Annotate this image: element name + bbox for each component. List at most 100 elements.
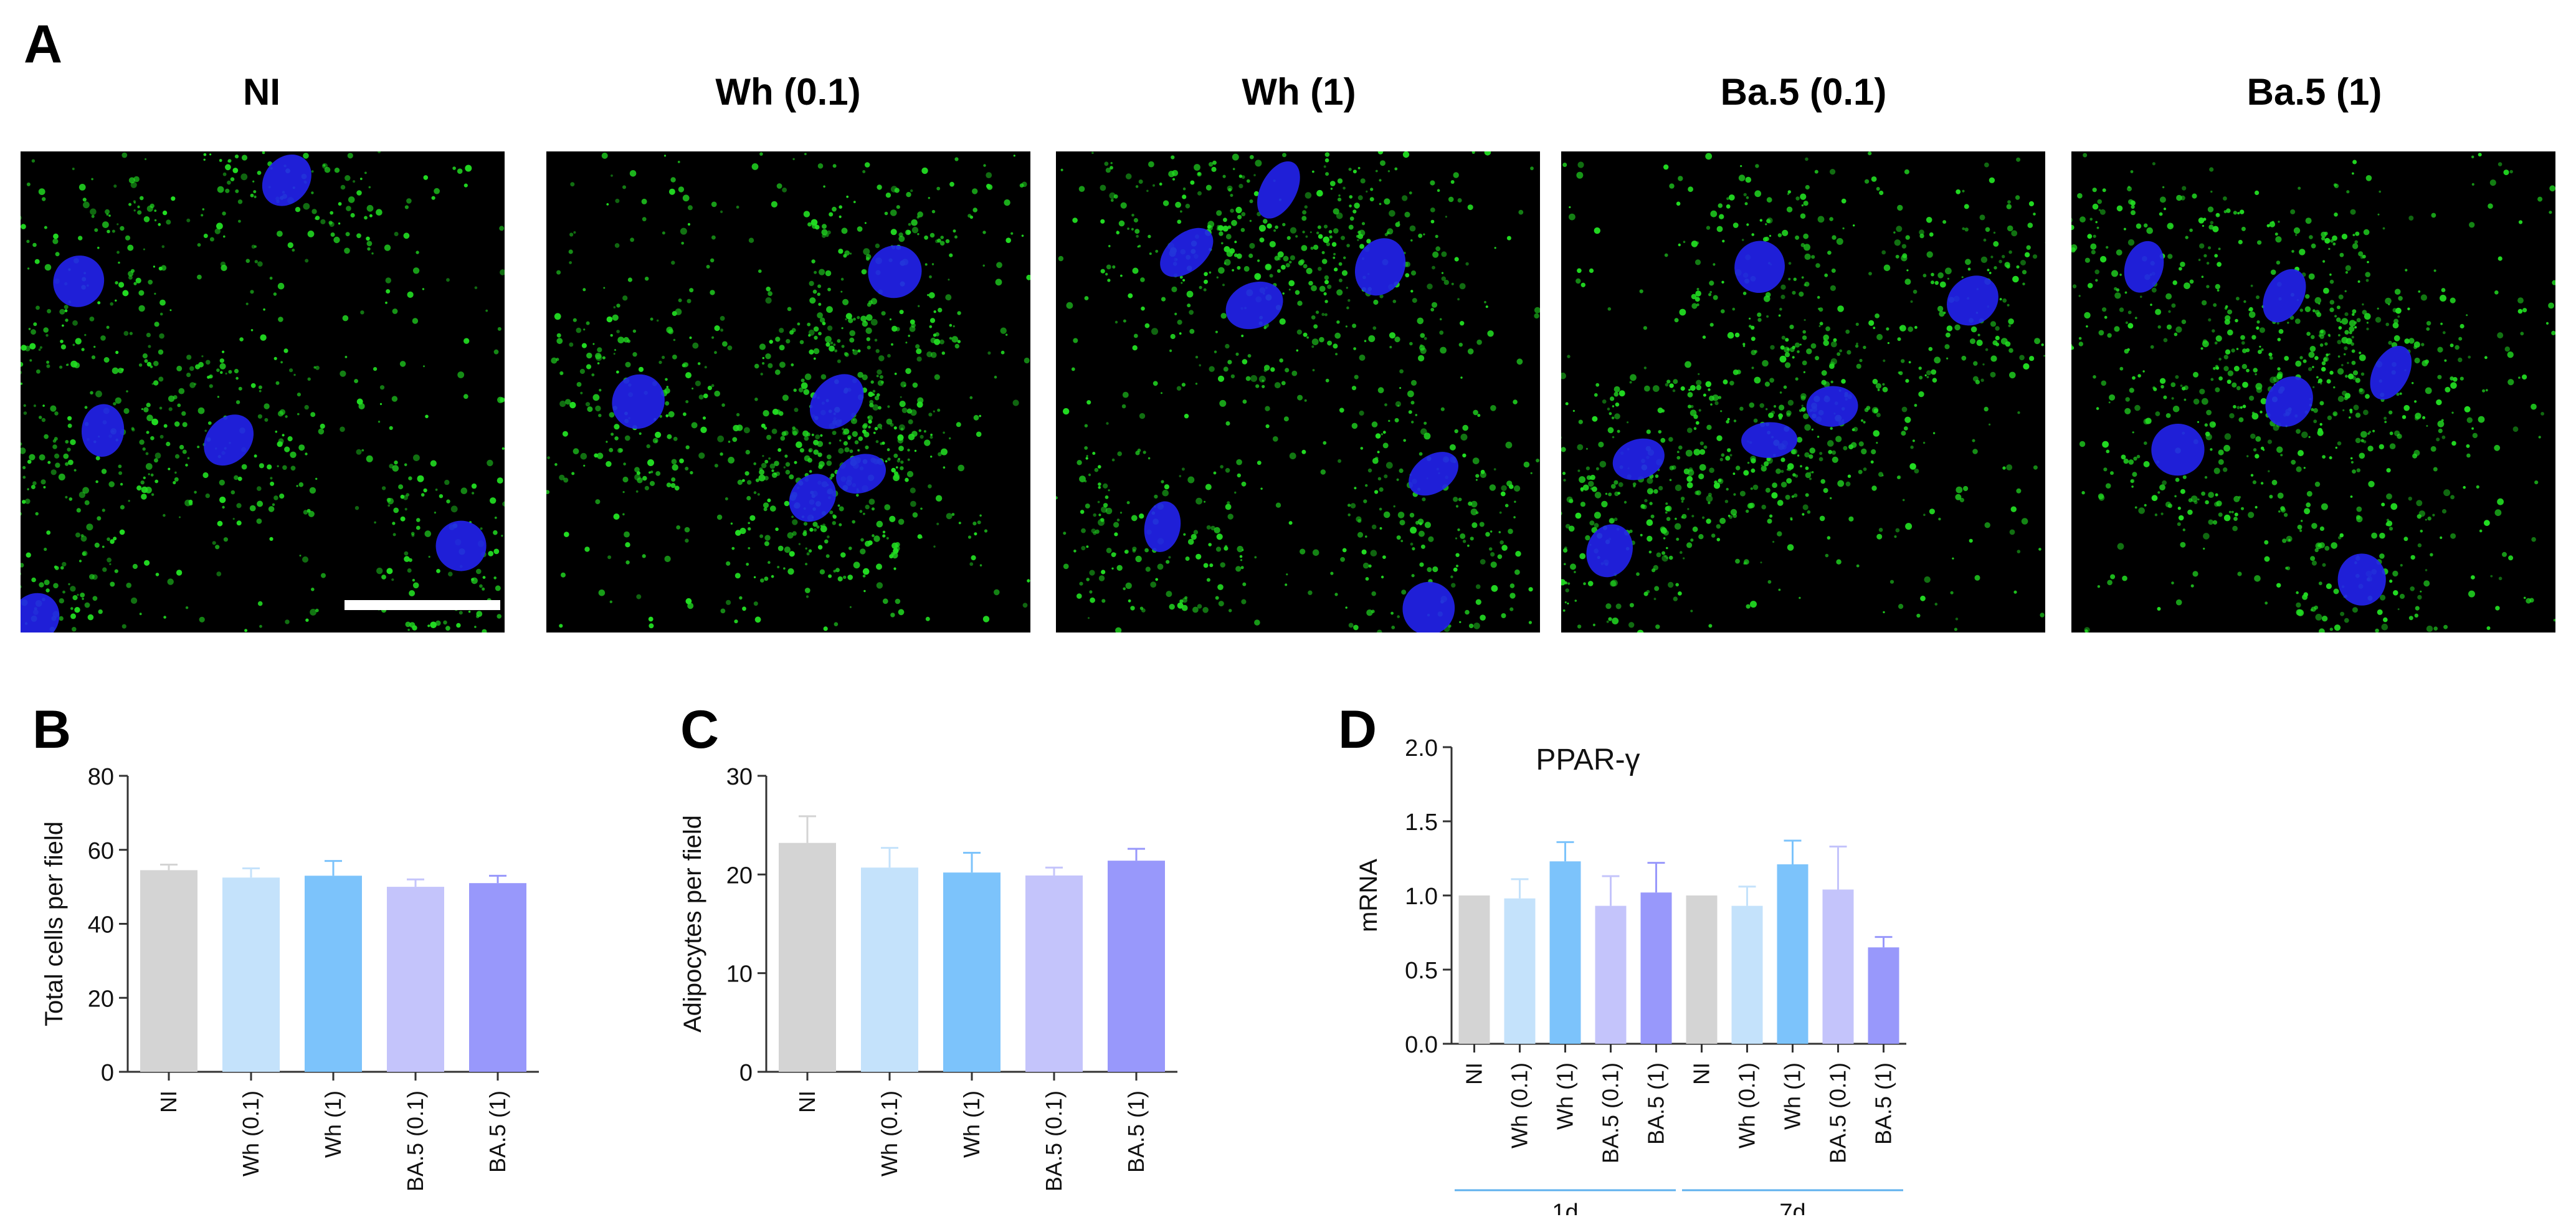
x-tick-label: NI — [156, 1091, 181, 1113]
bar — [1822, 889, 1854, 1044]
bar — [943, 872, 1000, 1072]
nucleus — [612, 374, 665, 429]
y-tick-label: 0.0 — [1405, 1032, 1438, 1058]
y-axis-label: Adipocytes per field — [679, 815, 706, 1033]
nucleus — [1144, 501, 1181, 552]
x-tick-label: BA.5 (1) — [1871, 1062, 1896, 1145]
bar — [1868, 947, 1899, 1044]
nucleus — [1586, 524, 1633, 578]
y-tick-label: 0 — [101, 1060, 114, 1086]
y-tick-label: 2.0 — [1405, 735, 1438, 761]
nucleus — [204, 414, 254, 466]
bar — [1777, 864, 1808, 1044]
y-tick-label: 1.5 — [1405, 809, 1438, 836]
x-tick-label: Wh (0.1) — [877, 1091, 902, 1177]
panel-letter-a: A — [24, 14, 63, 74]
chart-c: 0 10 20 30 Adipocytes per field NI Wh (0.1) Wh … — [676, 760, 1299, 1209]
panel-letter-c: C — [680, 700, 720, 760]
micrograph-ba5-1-svg — [2071, 151, 2555, 632]
chart-title: PPAR-γ — [1536, 743, 1640, 776]
chart-b-svg: 0 20 40 60 80 Total cells per field NI Wh (0.1)… — [40, 764, 539, 1191]
y-tick-label: 0 — [739, 1060, 753, 1086]
micrograph-ni — [21, 151, 505, 632]
micrograph-wh-0-1-svg — [546, 151, 1030, 632]
x-tick-label: BA.5 (0.1) — [402, 1091, 428, 1191]
nucleus — [2265, 376, 2313, 427]
nuclei — [1586, 241, 1999, 578]
bar — [1595, 905, 1627, 1044]
bar — [140, 870, 197, 1072]
nucleus — [1409, 452, 1458, 496]
nucleus — [789, 474, 836, 522]
nucleus — [1806, 386, 1858, 427]
x-tick-label: NI — [1689, 1062, 1714, 1085]
micrograph-title-ni: NI — [243, 71, 280, 113]
x-tick-label: Wh (0.1) — [1734, 1062, 1760, 1148]
bar — [305, 876, 362, 1072]
y-tick-label: 0.5 — [1405, 958, 1438, 984]
nucleus — [1257, 161, 1300, 219]
nucleus — [2151, 424, 2205, 476]
micrograph-wh-0-1 — [546, 151, 1030, 632]
bar — [387, 887, 444, 1072]
micrograph-ba5-0-1 — [1561, 151, 2045, 632]
nucleus — [1734, 241, 1785, 294]
micrograph-background — [1056, 151, 1540, 632]
x-tick-label: BA.5 (1) — [1643, 1062, 1669, 1145]
micrograph-ba5-0-1-svg — [1561, 151, 2045, 632]
panel-letter-b: B — [32, 700, 72, 760]
nucleus — [1160, 227, 1214, 277]
scale-bar — [345, 600, 500, 610]
nucleus — [1354, 238, 1406, 296]
x-tick-label: Wh (0.1) — [238, 1091, 264, 1177]
micrograph-ni-svg — [21, 151, 505, 632]
bar — [1458, 895, 1490, 1044]
x-tick-label: Wh (1) — [320, 1091, 346, 1158]
x-tick-label: BA.5 (1) — [485, 1091, 510, 1173]
micrograph-title-ba5-1: Ba.5 (1) — [2246, 71, 2382, 113]
micrograph-ba5-1 — [2071, 151, 2555, 632]
y-tick-label: 80 — [88, 764, 114, 790]
nucleus — [81, 404, 125, 457]
bar — [1731, 905, 1763, 1044]
y-tick-label: 1.0 — [1405, 884, 1438, 910]
bar — [1640, 892, 1672, 1044]
chart-d: 0.0 0.5 1.0 1.5 2.0 mRNA NI Wh (0.1) Wh (1) BA.5 … — [1339, 717, 1962, 1215]
y-tick-label: 30 — [726, 764, 753, 790]
nucleus — [1947, 275, 1999, 326]
group-label: 1d — [1552, 1200, 1578, 1215]
micrograph-background — [1561, 151, 2045, 632]
group-label: 7d — [1779, 1200, 1805, 1215]
x-tick-label: BA.5 (0.1) — [1825, 1062, 1851, 1163]
bar — [1108, 861, 1165, 1072]
chart-c-svg: 0 10 20 30 Adipocytes per field NI Wh (0.1) Wh … — [679, 764, 1177, 1191]
bar — [1686, 895, 1718, 1044]
bar — [1025, 875, 1083, 1072]
bar — [1549, 861, 1581, 1044]
nucleus — [53, 255, 105, 307]
nucleus — [1402, 581, 1455, 632]
chart-d-svg: 0.0 0.5 1.0 1.5 2.0 mRNA NI Wh (0.1) Wh (1) BA.5 … — [1355, 735, 1906, 1215]
nucleus — [810, 374, 864, 429]
micrograph-title-wh-1: Wh (1) — [1242, 71, 1356, 113]
nucleus — [262, 155, 311, 206]
x-tick-label: NI — [794, 1091, 820, 1113]
y-axis-label: Total cells per field — [40, 821, 68, 1026]
panel-letter-d: D — [1338, 700, 1377, 760]
x-tick-label: BA.5 (0.1) — [1598, 1062, 1623, 1163]
y-tick-label: 60 — [88, 838, 114, 864]
x-tick-label: Wh (1) — [1780, 1062, 1805, 1130]
nucleus — [836, 454, 886, 494]
micrograph-wh-1 — [1056, 151, 1540, 632]
bar — [779, 843, 836, 1072]
nuclei — [612, 245, 922, 522]
green-stain-dots — [2071, 153, 2555, 632]
nucleus — [1741, 422, 1798, 458]
y-axis-label: mRNA — [1355, 859, 1382, 932]
nucleus — [435, 520, 487, 571]
nucleus — [2124, 241, 2164, 293]
bar — [1504, 898, 1536, 1044]
micrograph-title-wh-0-1: Wh (0.1) — [715, 71, 861, 113]
nucleus — [868, 245, 922, 298]
y-tick-label: 20 — [726, 862, 753, 889]
